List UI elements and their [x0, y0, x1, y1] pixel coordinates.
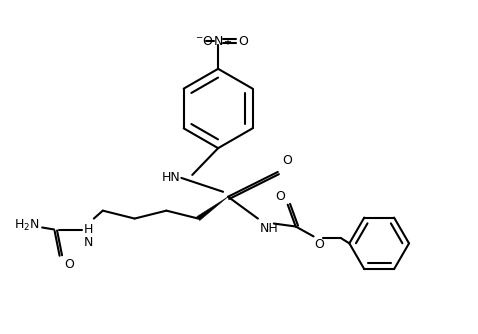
Text: H$_2$N: H$_2$N: [13, 218, 39, 233]
Text: O: O: [275, 190, 285, 203]
Text: +: +: [223, 37, 231, 47]
Text: O: O: [315, 238, 325, 252]
Text: O: O: [238, 34, 248, 47]
Text: N: N: [214, 34, 223, 47]
Text: O: O: [64, 258, 74, 271]
Text: O: O: [282, 154, 292, 167]
Text: NH: NH: [260, 221, 279, 234]
Text: $^{-}$O: $^{-}$O: [195, 34, 214, 47]
Text: HN: HN: [162, 171, 180, 184]
Polygon shape: [197, 197, 228, 220]
Text: H
N: H N: [84, 222, 94, 248]
